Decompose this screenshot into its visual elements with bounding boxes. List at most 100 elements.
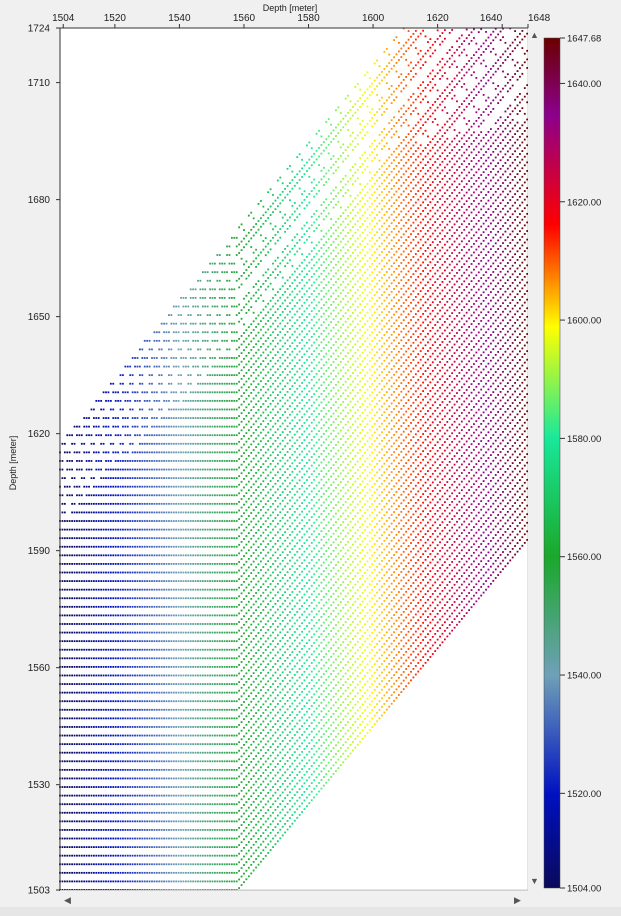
data-point xyxy=(240,858,243,861)
data-point xyxy=(216,820,219,823)
data-point xyxy=(90,691,93,694)
data-point xyxy=(122,863,124,866)
data-point xyxy=(97,803,100,806)
data-point xyxy=(119,537,122,540)
data-point xyxy=(184,871,187,874)
data-point xyxy=(235,554,238,557)
data-point xyxy=(192,708,195,711)
data-point xyxy=(218,399,221,402)
data-point xyxy=(63,854,66,857)
data-point xyxy=(184,614,187,617)
data-point xyxy=(122,768,124,771)
data-point xyxy=(124,683,127,685)
data-point xyxy=(63,768,66,771)
data-point xyxy=(211,837,214,840)
data-point xyxy=(109,623,112,625)
data-point xyxy=(223,399,226,402)
data-point xyxy=(63,588,66,591)
data-point xyxy=(228,811,231,814)
data-point xyxy=(138,434,141,437)
data-point xyxy=(92,734,95,737)
data-point xyxy=(204,863,207,866)
data-point xyxy=(158,537,161,540)
data-point xyxy=(175,829,178,831)
data-point xyxy=(66,708,69,711)
data-point xyxy=(73,751,76,754)
data-point xyxy=(245,706,248,709)
data-point xyxy=(199,408,202,411)
data-point xyxy=(158,554,161,557)
data-point xyxy=(126,588,129,591)
data-point xyxy=(221,442,224,445)
data-point xyxy=(243,538,245,540)
data-point xyxy=(63,563,66,565)
data-point xyxy=(163,468,165,471)
data-point xyxy=(148,717,151,720)
data-point xyxy=(83,768,86,771)
data-point xyxy=(170,374,173,377)
data-point xyxy=(233,425,236,428)
data-point xyxy=(153,460,156,462)
data-point xyxy=(78,708,81,711)
data-point xyxy=(100,528,103,531)
data-point xyxy=(243,357,245,360)
data-point xyxy=(214,391,216,394)
data-point xyxy=(66,880,69,883)
data-point xyxy=(92,520,95,522)
data-point xyxy=(73,665,76,668)
data-point xyxy=(100,777,103,780)
data-point xyxy=(247,763,250,766)
data-point xyxy=(105,880,107,883)
data-point xyxy=(122,871,124,874)
data-point xyxy=(163,511,165,514)
data-point xyxy=(107,880,110,883)
data-point xyxy=(250,391,253,394)
data-point xyxy=(146,691,149,694)
data-point xyxy=(223,631,226,634)
data-point xyxy=(206,674,209,677)
data-point xyxy=(129,477,132,480)
data-point xyxy=(211,563,214,565)
data-point xyxy=(163,794,165,797)
data-point xyxy=(141,502,144,505)
data-point xyxy=(226,528,228,531)
data-point xyxy=(112,665,115,668)
data-point xyxy=(170,597,173,600)
data-point xyxy=(76,726,78,728)
data-point xyxy=(114,794,117,797)
data-point xyxy=(214,408,216,411)
data-point xyxy=(184,863,187,866)
data-point xyxy=(97,863,100,866)
data-point xyxy=(172,743,175,746)
data-point xyxy=(129,468,132,471)
data-point xyxy=(90,640,93,643)
data-point xyxy=(209,554,211,557)
data-point xyxy=(204,451,207,454)
data-point xyxy=(206,468,209,471)
data-point xyxy=(66,563,69,565)
data-point xyxy=(170,871,173,874)
data-point xyxy=(250,821,253,823)
data-point xyxy=(206,700,209,703)
data-point xyxy=(160,691,163,694)
data-point xyxy=(92,683,95,685)
data-point xyxy=(226,889,228,891)
data-point xyxy=(177,811,180,814)
data-point xyxy=(148,691,151,694)
data-point xyxy=(175,494,178,497)
data-point xyxy=(238,458,241,460)
data-point xyxy=(197,760,199,763)
data-point xyxy=(160,717,163,720)
data-point xyxy=(184,674,187,677)
data-point xyxy=(105,854,107,857)
data-point xyxy=(85,691,88,694)
data-point xyxy=(71,794,74,797)
data-point xyxy=(80,760,83,763)
data-point xyxy=(88,588,90,591)
data-point xyxy=(107,743,110,746)
data-point xyxy=(92,477,95,480)
data-point xyxy=(235,279,238,282)
data-point xyxy=(117,425,119,428)
data-point xyxy=(180,348,182,351)
data-point xyxy=(71,502,74,505)
